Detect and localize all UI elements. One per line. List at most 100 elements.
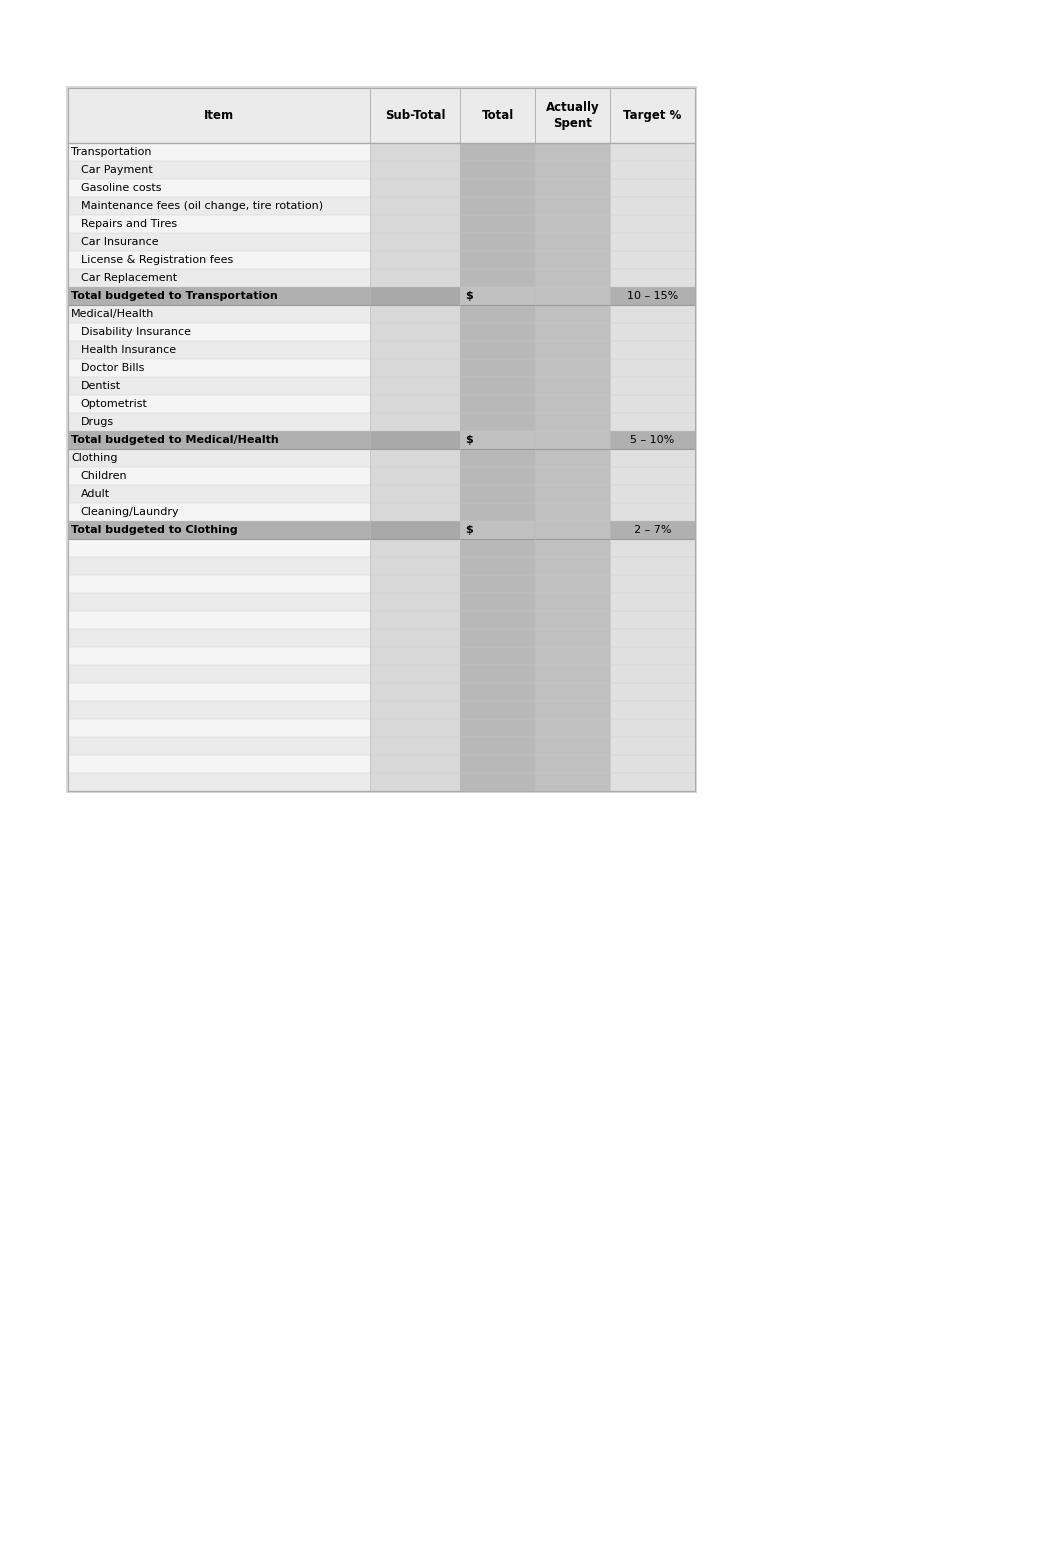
Bar: [610, 377, 695, 395]
Bar: [370, 521, 460, 538]
Bar: [68, 251, 370, 269]
Bar: [370, 143, 460, 160]
Bar: [535, 629, 610, 647]
Bar: [370, 467, 460, 485]
Text: $: $: [465, 436, 473, 445]
Bar: [68, 359, 370, 377]
Text: Sub-Total: Sub-Total: [384, 109, 445, 121]
Bar: [68, 198, 370, 215]
Bar: [460, 305, 535, 324]
Bar: [68, 612, 370, 629]
Bar: [610, 467, 695, 485]
Bar: [535, 412, 610, 431]
Bar: [535, 612, 610, 629]
Bar: [460, 738, 535, 755]
Bar: [460, 629, 535, 647]
Bar: [370, 179, 460, 198]
Bar: [610, 773, 695, 790]
Bar: [68, 377, 370, 395]
Text: $: $: [465, 291, 473, 300]
Text: Optometrist: Optometrist: [81, 398, 148, 409]
Text: Doctor Bills: Doctor Bills: [81, 363, 144, 373]
Bar: [370, 557, 460, 576]
Bar: [370, 395, 460, 412]
Bar: [370, 538, 460, 557]
Bar: [610, 305, 695, 324]
Bar: [460, 198, 535, 215]
Bar: [370, 251, 460, 269]
Bar: [460, 755, 535, 773]
Bar: [68, 538, 370, 557]
Bar: [610, 179, 695, 198]
Bar: [610, 485, 695, 503]
Bar: [535, 664, 610, 683]
Bar: [535, 198, 610, 215]
Text: Dentist: Dentist: [81, 381, 121, 391]
Bar: [370, 702, 460, 719]
Bar: [610, 269, 695, 286]
Bar: [610, 341, 695, 359]
Bar: [610, 719, 695, 738]
Bar: [460, 160, 535, 179]
Bar: [460, 664, 535, 683]
Bar: [68, 557, 370, 576]
Text: Total budgeted to Clothing: Total budgeted to Clothing: [71, 524, 238, 535]
Bar: [610, 324, 695, 341]
Text: Medical/Health: Medical/Health: [71, 310, 155, 319]
Bar: [535, 755, 610, 773]
Bar: [370, 683, 460, 702]
Bar: [535, 286, 610, 305]
Bar: [610, 143, 695, 160]
Bar: [68, 773, 370, 790]
Bar: [535, 251, 610, 269]
Bar: [68, 233, 370, 251]
Bar: [535, 269, 610, 286]
Bar: [610, 738, 695, 755]
Bar: [535, 576, 610, 593]
Bar: [370, 160, 460, 179]
Bar: [460, 395, 535, 412]
Bar: [68, 324, 370, 341]
Bar: [535, 702, 610, 719]
Bar: [370, 576, 460, 593]
Bar: [535, 450, 610, 467]
Bar: [535, 683, 610, 702]
Bar: [460, 593, 535, 612]
Bar: [610, 233, 695, 251]
Bar: [460, 269, 535, 286]
Bar: [68, 702, 370, 719]
Bar: [68, 450, 370, 467]
Bar: [535, 143, 610, 160]
Bar: [610, 629, 695, 647]
Bar: [370, 450, 460, 467]
Bar: [460, 143, 535, 160]
Bar: [610, 557, 695, 576]
Bar: [610, 576, 695, 593]
Bar: [370, 269, 460, 286]
Bar: [460, 557, 535, 576]
Bar: [370, 755, 460, 773]
Text: $: $: [465, 524, 473, 535]
Bar: [68, 286, 370, 305]
Bar: [68, 431, 370, 450]
Bar: [370, 738, 460, 755]
Bar: [370, 431, 460, 450]
Text: Car Insurance: Car Insurance: [81, 237, 158, 247]
Bar: [370, 664, 460, 683]
Text: Actually
Spent: Actually Spent: [546, 101, 599, 129]
Text: 10 – 15%: 10 – 15%: [627, 291, 679, 300]
Bar: [460, 683, 535, 702]
Bar: [460, 359, 535, 377]
Bar: [535, 485, 610, 503]
Text: Drugs: Drugs: [81, 417, 114, 426]
Bar: [535, 377, 610, 395]
Bar: [535, 593, 610, 612]
Bar: [460, 503, 535, 521]
Bar: [68, 395, 370, 412]
Bar: [370, 359, 460, 377]
Bar: [535, 719, 610, 738]
Bar: [370, 593, 460, 612]
Text: Disability Insurance: Disability Insurance: [81, 327, 191, 338]
Bar: [610, 412, 695, 431]
Bar: [535, 215, 610, 233]
